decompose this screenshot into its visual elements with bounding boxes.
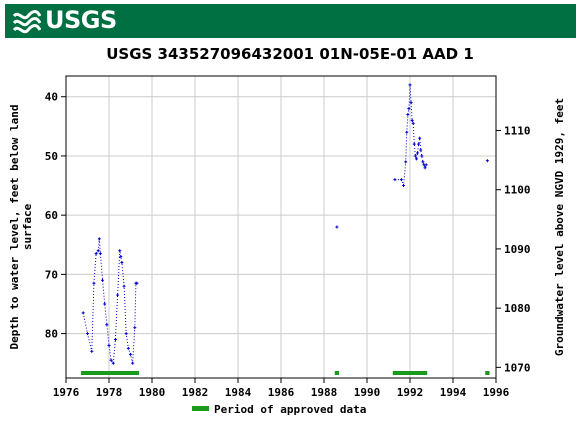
y-tick-label-right: 1080 <box>504 302 531 315</box>
data-point <box>86 332 89 336</box>
approved-period-bar <box>334 371 340 375</box>
data-point <box>90 349 94 353</box>
data-point <box>416 151 420 155</box>
data-point <box>413 154 417 158</box>
y-axis-label-left-line: surface <box>21 203 34 250</box>
data-point <box>119 255 123 259</box>
data-point <box>131 361 135 365</box>
data-point <box>101 278 105 282</box>
x-tick-label: 1980 <box>139 386 166 399</box>
usgs-logo-text: USGS <box>45 6 117 34</box>
usgs-banner: USGS <box>5 4 576 38</box>
data-point <box>96 249 100 253</box>
data-point <box>409 101 413 105</box>
data-point <box>118 249 122 253</box>
data-point <box>133 326 137 330</box>
y-tick-label-right: 1110 <box>504 124 531 137</box>
data-point <box>335 225 339 229</box>
data-point <box>421 160 425 164</box>
x-tick-label: 1984 <box>225 386 252 399</box>
data-point <box>420 154 424 158</box>
data-point <box>103 302 107 306</box>
data-point <box>414 157 418 161</box>
y-axis-label-left: Depth to water level, feet below land sur… <box>8 104 34 349</box>
data-point <box>424 163 428 167</box>
data-point <box>408 83 412 87</box>
data-point <box>406 112 410 116</box>
y-tick-label-right: 1090 <box>504 243 531 256</box>
data-point <box>116 293 120 297</box>
data-point <box>97 237 101 241</box>
x-tick-label: 1992 <box>397 386 424 399</box>
y-tick-label-right: 1070 <box>504 361 531 374</box>
x-tick-label: 1978 <box>96 386 123 399</box>
data-point <box>411 121 415 125</box>
data-point <box>412 142 416 146</box>
grid-lines <box>65 76 497 378</box>
series-line <box>82 238 137 365</box>
approved-period-bar <box>485 371 490 375</box>
data-point <box>399 178 403 182</box>
chart-title: USGS 343527096432001 01N-05E-01 AAD 1 <box>106 45 474 63</box>
data-point <box>485 159 489 163</box>
x-tick-label: 1996 <box>483 386 510 399</box>
data-point <box>109 358 113 362</box>
data-point <box>135 281 139 285</box>
data-point <box>81 311 85 315</box>
data-point <box>105 323 109 327</box>
x-tick-label: 1994 <box>440 386 467 399</box>
data-point <box>126 346 130 350</box>
x-tick-label: 1988 <box>311 386 338 399</box>
data-point <box>111 361 115 365</box>
series-layer <box>81 83 489 365</box>
y-tick-label-left: 80 <box>45 328 58 341</box>
usgs-wave-logo-icon <box>13 10 41 34</box>
data-point <box>107 343 111 347</box>
data-point <box>405 130 409 134</box>
y-axis-label-right: Groundwater level above NGVD 1929, feet <box>553 98 566 356</box>
data-point <box>419 148 423 152</box>
data-point <box>402 184 406 188</box>
data-point <box>92 281 96 285</box>
data-point <box>129 352 132 356</box>
x-tick-label: 1982 <box>182 386 209 399</box>
legend-swatch <box>192 406 209 411</box>
approved-period-bar <box>392 371 428 375</box>
data-point <box>98 252 102 256</box>
approved-periods <box>81 371 490 375</box>
data-point <box>418 136 422 140</box>
legend-label: Period of approved data <box>214 403 366 416</box>
data-point <box>417 142 421 146</box>
data-point <box>407 107 411 111</box>
data-point <box>404 160 408 164</box>
data-point <box>393 178 397 182</box>
x-tick-label: 1986 <box>268 386 295 399</box>
y-tick-label-left: 50 <box>45 150 58 163</box>
y-tick-label-right: 1100 <box>504 184 531 197</box>
x-tick-label: 1990 <box>354 386 381 399</box>
axis-labels: 1976 1978 1980 1982 1984 1986 1988 1990 1992 1994… <box>45 91 531 399</box>
data-point <box>122 284 126 288</box>
y-axis-label-left-line: Depth to water level, feet below land <box>8 104 21 349</box>
y-tick-label-left: 40 <box>45 91 58 104</box>
series-line <box>394 84 427 186</box>
data-point <box>94 252 98 256</box>
x-tick-label: 1976 <box>53 386 80 399</box>
data-point <box>410 118 414 122</box>
data-point <box>124 332 128 336</box>
approved-period-bar <box>81 371 140 375</box>
data-point <box>120 261 124 265</box>
data-point <box>113 338 117 342</box>
y-tick-label-left: 60 <box>45 209 58 222</box>
y-tick-label-left: 70 <box>45 268 58 281</box>
data-point <box>423 166 427 170</box>
